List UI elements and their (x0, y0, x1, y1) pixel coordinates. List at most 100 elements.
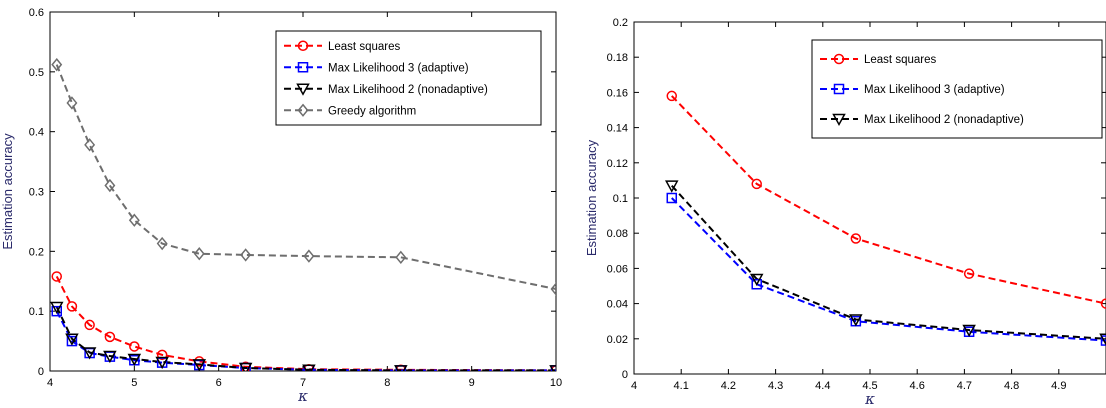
y-tick-label: 0.6 (29, 7, 44, 19)
y-tick-label: 0.2 (613, 17, 628, 29)
data-point-series-1 (666, 90, 678, 102)
series-line-3 (671, 185, 1106, 340)
data-point-series-1 (1100, 298, 1106, 309)
y-tick-label: 0.04 (607, 299, 628, 311)
data-point-series-4 (550, 282, 556, 296)
data-point-series-1 (751, 178, 762, 190)
x-tick-label: 5 (131, 377, 137, 389)
x-tick-label: 10 (550, 377, 562, 389)
y-axis-label: Estimation accuracy (584, 139, 599, 256)
data-point-series-4 (66, 96, 78, 110)
data-point-series-4 (104, 178, 116, 193)
data-point-series-2 (751, 278, 762, 290)
legend-marker (832, 113, 846, 127)
x-axis-label: κ (864, 390, 875, 408)
series-line-1 (55, 276, 556, 371)
legend-entry-2: Max Likelihood 3 (adaptive) (864, 84, 1005, 96)
data-point-series-1 (156, 349, 168, 361)
chart-1: 4 5 6 7 8 9 10 0 0.1 0.2 0.3 0.4 0.5 0.6 κ Estimation a… (0, 7, 562, 405)
series-line-1 (671, 95, 1106, 305)
series-line-2 (55, 310, 556, 371)
y-tick-label: 0 (622, 369, 628, 381)
x-tick-label: 6 (216, 377, 222, 389)
y-tick-label: 0.06 (607, 263, 628, 275)
y-tick-label: 0.2 (29, 246, 44, 258)
y-tick-label: 0.1 (29, 306, 44, 318)
data-point-series-4 (84, 138, 96, 152)
data-point-series-1 (850, 233, 862, 244)
x-tick-label: 4.9 (1051, 380, 1066, 392)
data-point-series-4 (303, 249, 315, 263)
legend-marker (833, 83, 845, 95)
x-tick-label: 4.6 (910, 380, 925, 392)
data-point-series-3 (302, 364, 316, 371)
data-point-series-3 (192, 359, 207, 371)
data-point-series-4 (240, 248, 252, 262)
data-point-series-3 (664, 180, 679, 193)
legend-entry-3: Max Likelihood 2 (nonadaptive) (328, 84, 488, 96)
data-point-series-1 (84, 319, 95, 331)
legend-entry-4: Greedy algorithm (328, 105, 416, 117)
data-point-series-1 (129, 341, 140, 352)
data-layer (50, 57, 556, 371)
y-tick-label: 0.18 (607, 52, 628, 64)
y-axis-label: Estimation accuracy (0, 133, 15, 250)
x-tick-label: 4 (47, 377, 53, 389)
y-tick-label: 0.14 (607, 123, 628, 135)
series-line-4 (55, 64, 556, 291)
y-tick-label: 0.3 (29, 187, 44, 199)
data-point-series-4 (395, 250, 407, 265)
data-point-series-3 (849, 314, 863, 327)
y-tick-label: 0.5 (29, 67, 44, 79)
data-point-series-2 (51, 305, 62, 317)
legend-marker (833, 53, 845, 65)
legend-entry-1: Least squares (328, 41, 400, 53)
x-tick-label: 7 (300, 377, 306, 389)
data-point-series-3 (749, 273, 764, 287)
x-tick-label: 9 (469, 377, 475, 389)
x-tick-label: 4.1 (674, 380, 689, 392)
x-tick-label: 4.2 (721, 380, 736, 392)
data-point-series-2 (550, 365, 556, 371)
data-point-series-2 (666, 192, 678, 204)
chart-2: 4 4.1 4.2 4.3 4.4 4.5 4.6 4.7 4.8 4.9 0 0.02 0.04 0.0… (584, 17, 1106, 408)
series-line-2 (671, 197, 1106, 342)
x-tick-label: 4.4 (815, 380, 830, 392)
y-tick-label: 0.02 (607, 334, 628, 346)
y-tick-label: 0.08 (607, 228, 628, 240)
data-point-series-1 (66, 301, 78, 312)
legend-box (811, 39, 1103, 139)
legend-entry-2: Max Likelihood 3 (adaptive) (328, 62, 469, 74)
data-point-series-3 (65, 333, 79, 346)
x-tick-label: 4.8 (1004, 380, 1019, 392)
data-point-series-1 (963, 268, 975, 279)
data-point-series-1 (104, 331, 116, 343)
data-point-series-1 (51, 271, 62, 282)
data-point-series-4 (128, 213, 140, 227)
legend-marker (297, 103, 309, 117)
legend-entry-3: Max Likelihood 2 (nonadaptive) (864, 114, 1024, 126)
data-point-series-4 (156, 236, 168, 251)
data-point-series-3 (549, 365, 556, 371)
x-tick-label: 4.7 (957, 380, 972, 392)
y-tick-label: 0.1 (613, 193, 628, 205)
data-point-series-4 (193, 247, 205, 261)
y-tick-label: 0.12 (607, 158, 628, 170)
data-point-series-4 (51, 57, 63, 72)
data-point-series-3 (155, 356, 169, 370)
x-axis-label: κ (297, 387, 308, 405)
data-point-series-3 (394, 365, 408, 371)
x-tick-label: 4 (631, 380, 637, 392)
x-tick-label: 4.5 (862, 380, 877, 392)
x-tick-label: 4.3 (768, 380, 783, 392)
data-point-series-3 (82, 347, 97, 360)
data-layer (664, 90, 1106, 346)
legend-marker (297, 40, 309, 51)
data-point-series-3 (238, 362, 253, 371)
legend-marker (296, 83, 310, 96)
y-tick-label: 0.16 (607, 87, 628, 99)
legend-entry-1: Least squares (864, 54, 936, 66)
legend-marker (297, 62, 309, 73)
y-tick-label: 0 (38, 366, 44, 378)
